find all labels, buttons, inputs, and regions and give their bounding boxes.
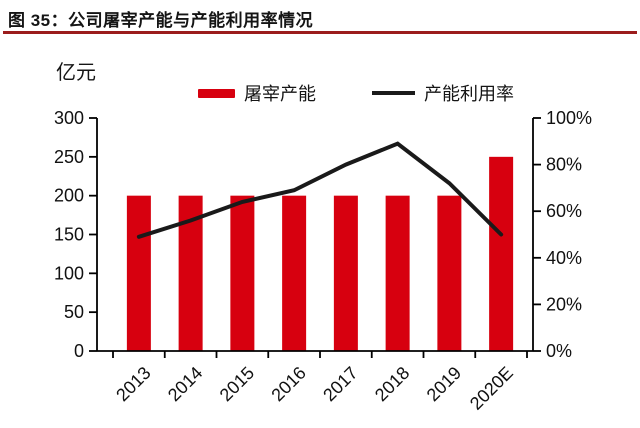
x-axis-label-2019: 2019: [423, 363, 465, 405]
legend-bar-swatch: [198, 88, 235, 98]
right-axis-tick-label: 40%: [546, 248, 582, 268]
bar-2015: [230, 195, 255, 351]
left-axis-tick-label: 300: [54, 108, 84, 128]
left-axis-unit-label: 亿元: [56, 62, 96, 84]
bar-2016: [282, 195, 307, 351]
left-axis-tick-label: 150: [54, 225, 84, 245]
right-axis-tick-label: 0%: [546, 341, 572, 361]
legend-label-capacity-utilization: 产能利用率: [424, 84, 514, 104]
bar-2018: [385, 195, 410, 351]
left-axis-tick-label: 200: [54, 186, 84, 206]
x-axis-label-2020E: 2020E: [466, 363, 517, 414]
bar-2019: [437, 195, 462, 351]
left-axis-tick-label: 0: [74, 341, 84, 361]
bar-2020E: [489, 156, 514, 351]
title-underline: [3, 31, 637, 34]
capacity-utilization-line: [136, 141, 504, 239]
right-axis-tick-label: 80%: [546, 155, 582, 175]
legend-label-slaughter-capacity: 屠宰产能: [244, 84, 316, 104]
bar-2017: [333, 195, 358, 351]
legend-line-swatch: [372, 91, 415, 95]
left-axis-tick-label: 50: [64, 302, 84, 322]
chart-legend: 屠宰产能 产能利用率: [198, 80, 514, 106]
x-axis-label-2018: 2018: [371, 363, 413, 405]
left-axis-tick-label: 100: [54, 263, 84, 283]
right-axis-tick-label: 100%: [546, 108, 592, 128]
left-axis-tick-label: 250: [54, 147, 84, 167]
bar-2013: [126, 195, 151, 351]
x-axis-label-2017: 2017: [319, 363, 361, 405]
x-axis-label-2015: 2015: [216, 363, 258, 405]
x-axis-label-2016: 2016: [267, 363, 309, 405]
x-axis-label-2013: 2013: [112, 363, 154, 405]
figure-title: 图 35：公司屠宰产能与产能利用率情况: [8, 11, 314, 30]
right-axis-tick-label: 20%: [546, 294, 582, 314]
right-axis-tick-label: 60%: [546, 201, 582, 221]
x-axis-label-2014: 2014: [164, 363, 206, 405]
